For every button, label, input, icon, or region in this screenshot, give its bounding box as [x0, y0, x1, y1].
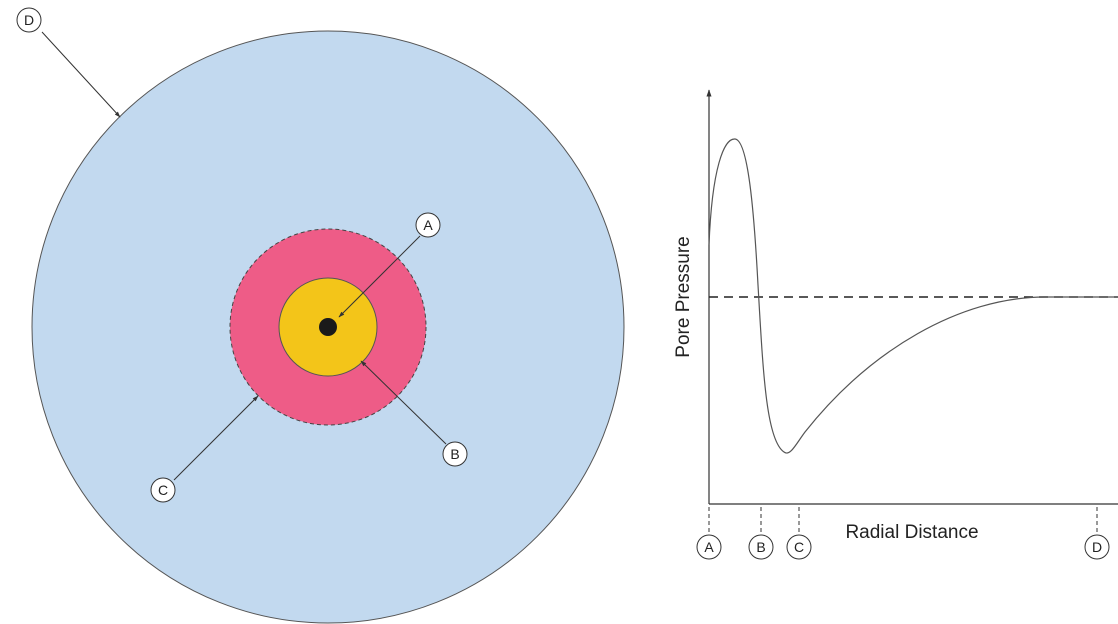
axis-marker-d-label: D	[1092, 539, 1102, 555]
pore-pressure-chart: Pore Pressure Radial Distance A B C D	[673, 89, 1118, 560]
callout-c-arrow	[173, 395, 259, 481]
callout-d-label: D	[24, 12, 34, 28]
axis-marker-d: D	[1084, 534, 1110, 560]
axis-marker-c: C	[786, 534, 812, 560]
callout-b-label: B	[450, 446, 459, 462]
pore-pressure-curve	[708, 138, 1118, 454]
callout-c-label: C	[158, 482, 168, 498]
callout-b-arrow	[360, 360, 447, 445]
radial-zone-diagram: D A B C	[16, 7, 625, 624]
axis-marker-b: B	[748, 534, 774, 560]
y-axis-label: Pore Pressure	[673, 236, 694, 357]
axis-marker-b-label: B	[756, 539, 765, 555]
callout-d: D	[16, 7, 42, 33]
callout-b: B	[442, 441, 468, 467]
callout-d-arrow	[41, 31, 121, 118]
axis-marker-a-label: A	[704, 539, 714, 555]
core-dot	[319, 318, 337, 336]
callout-a: A	[415, 212, 441, 238]
axis-marker-a: A	[696, 534, 722, 560]
x-axis-label: Radial Distance	[845, 522, 978, 543]
callout-a-arrow	[338, 235, 421, 318]
axis-marker-c-label: C	[794, 539, 804, 555]
callout-c: C	[150, 477, 176, 503]
callout-a-label: A	[423, 217, 433, 233]
